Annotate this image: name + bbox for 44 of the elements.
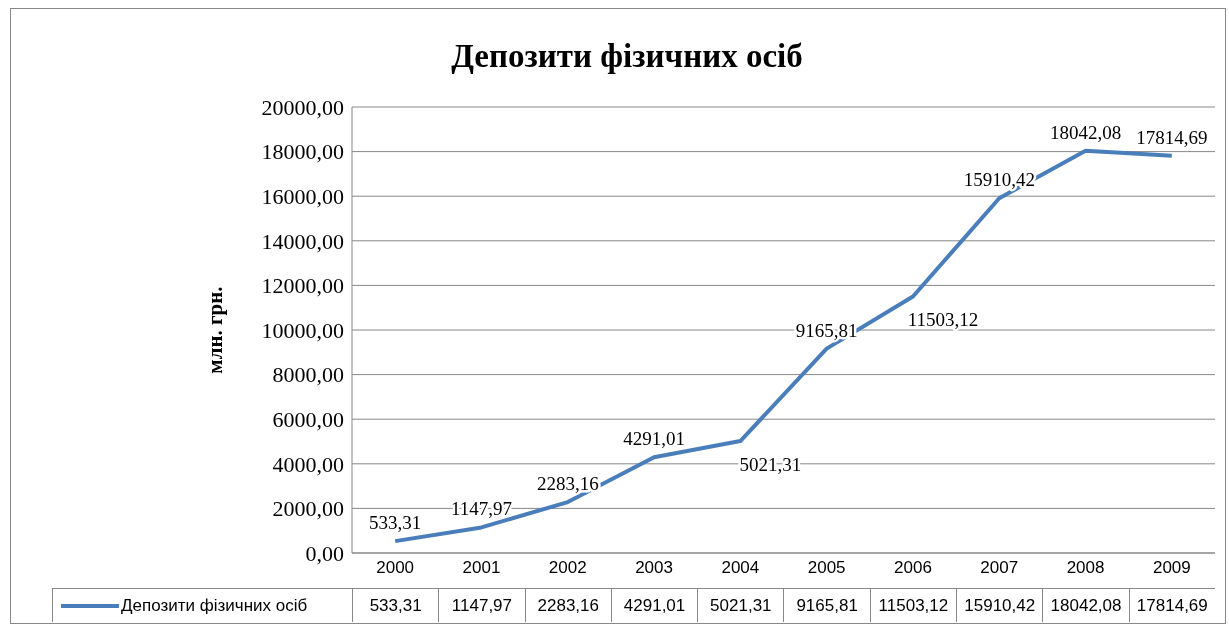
- y-tick-label: 6000,00: [272, 407, 344, 433]
- legend-label: Депозити фізичних осіб: [121, 595, 308, 616]
- text: 9165,81: [795, 319, 858, 341]
- data-label: 11503,12: [869, 588, 957, 622]
- text: 11503,12: [907, 309, 979, 331]
- x-tick-label: 2000: [376, 558, 415, 578]
- y-tick-label: 20000,00: [261, 94, 344, 120]
- text: 4291,01: [623, 428, 685, 450]
- y-tick-label: 16000,00: [261, 184, 344, 210]
- y-tick-label: 2000,00: [272, 496, 344, 522]
- x-tick-label: 2006: [894, 558, 932, 578]
- text: 17814,69: [1136, 126, 1208, 148]
- y-tick-label: 14000,00: [261, 228, 344, 254]
- x-tick-label: 2009: [1152, 558, 1191, 578]
- chart-title: Депозити фізичних осіб: [450, 38, 804, 75]
- y-tick-label: 12000,00: [261, 273, 344, 299]
- y-axis-title: млн. грн.: [203, 286, 228, 374]
- data-label: 1147,97: [438, 588, 525, 622]
- x-tick-label: 2008: [1066, 558, 1105, 578]
- x-tick-label: 2003: [635, 558, 673, 578]
- x-tick-label: 2007: [980, 558, 1019, 578]
- y-tick-label: 10000,00: [261, 317, 344, 343]
- text: 1147,97: [450, 498, 512, 520]
- text: 2283,16: [536, 473, 599, 495]
- x-tick-label: 2004: [721, 558, 760, 578]
- data-label: 5021,31: [697, 588, 784, 622]
- x-tick-label: 2002: [548, 558, 587, 578]
- y-tick-label: 0,00: [305, 540, 344, 566]
- data-label: 18042,08: [1042, 588, 1129, 622]
- data-label: 17814,69: [1128, 588, 1215, 622]
- text: 533,31: [369, 512, 422, 534]
- data-label: 533,31: [352, 588, 439, 622]
- data-label: 4291,01: [610, 588, 698, 622]
- data-label: 9165,81: [783, 588, 870, 622]
- data-label: 2283,16: [524, 588, 611, 622]
- y-tick-label: 18000,00: [261, 139, 344, 165]
- text: 18042,08: [1049, 121, 1122, 143]
- y-tick-label: 8000,00: [272, 362, 344, 388]
- y-tick-label: 4000,00: [272, 451, 344, 477]
- x-tick-label: 2005: [807, 558, 846, 578]
- x-tick-label: 2001: [462, 558, 501, 578]
- data-label: 15910,42: [956, 588, 1043, 622]
- text: 15910,42: [963, 169, 1035, 191]
- text: 5021,31: [739, 454, 802, 476]
